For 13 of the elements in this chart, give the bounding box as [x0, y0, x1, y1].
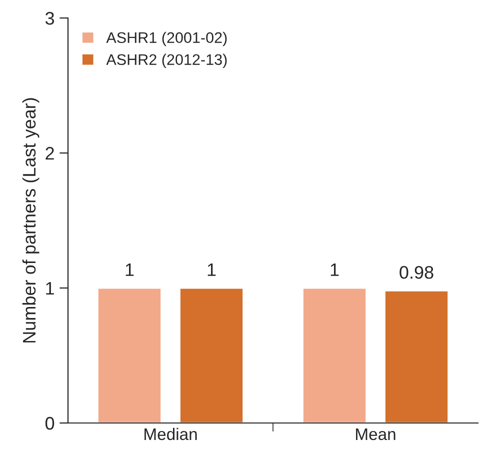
legend-label: ASHR1 (2001-02) — [106, 32, 227, 46]
data-label: 1 — [126, 264, 134, 276]
data-label: 1 — [208, 264, 216, 276]
y-tick-label: 0 — [45, 416, 54, 430]
y-tick-label: 2 — [46, 146, 54, 160]
legend-label: ASHR2 (2012-13) — [106, 54, 227, 68]
y-tick-label: 3 — [45, 12, 54, 25]
data-label: 1 — [330, 264, 339, 276]
y-axis-title: Number of partners (Last year) — [22, 98, 40, 342]
data-label: 0.98 — [400, 266, 434, 279]
y-tick-label: 1 — [46, 282, 54, 295]
x-tick-label: Mean — [356, 428, 396, 440]
x-tick-label: Median — [144, 428, 197, 440]
